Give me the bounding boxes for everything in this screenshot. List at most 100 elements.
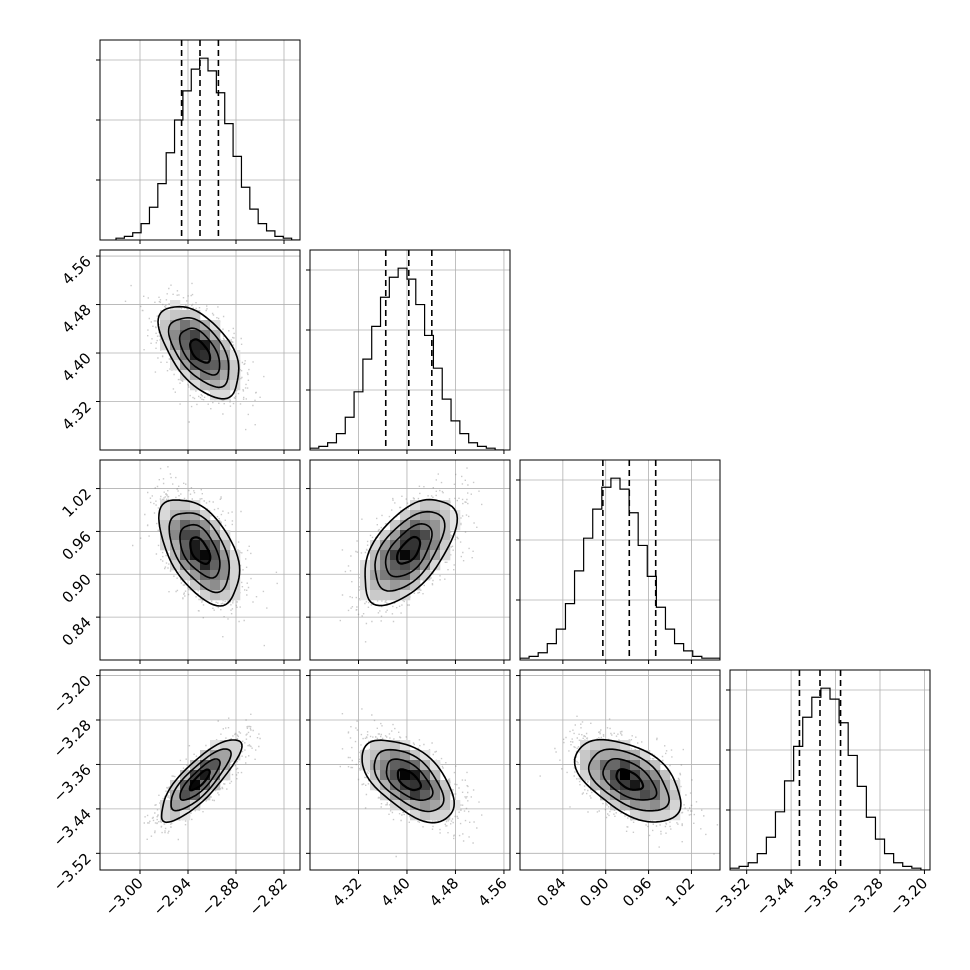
density-cell <box>220 740 231 751</box>
density-cell <box>660 770 671 781</box>
density-cell <box>210 390 221 401</box>
density-cell <box>620 760 631 771</box>
density-cell <box>230 370 241 381</box>
density-cell <box>430 520 441 531</box>
density-cell <box>400 580 411 591</box>
density-cell <box>390 530 401 541</box>
density-cell <box>170 320 181 331</box>
density-cell <box>400 510 411 521</box>
density-cell <box>160 520 171 531</box>
histogram-step-0 <box>115 57 300 240</box>
density-cell <box>380 530 391 541</box>
density-cell <box>180 540 191 551</box>
contour-line <box>396 768 422 792</box>
density-cell <box>420 780 431 791</box>
density-cell <box>380 570 391 581</box>
joint-panel-2-3: 0.84 0.90 0.96 1.02 <box>516 669 721 910</box>
density-cell <box>160 800 171 811</box>
density-cell <box>590 780 601 791</box>
density-cell <box>190 800 201 811</box>
density-cell <box>610 740 621 751</box>
density-cell <box>210 340 221 351</box>
density-cell <box>230 380 241 391</box>
density-cell <box>420 560 431 571</box>
density-cell <box>620 770 631 781</box>
density-cell <box>410 530 421 541</box>
joint-panel-0-2: 0.84 0.90 0.96 1.02 <box>58 459 301 664</box>
density-cell <box>580 740 591 751</box>
density-cell <box>170 810 181 821</box>
density-cell <box>200 560 211 571</box>
y-tick-label: 4.56 <box>58 252 94 288</box>
density-cell <box>180 360 191 371</box>
density-cell <box>420 530 431 541</box>
density-cell <box>190 320 201 331</box>
density-cell <box>180 510 191 521</box>
density-cell <box>640 760 651 771</box>
density-cell <box>200 590 211 601</box>
density-cell <box>220 340 231 351</box>
density-cell <box>210 360 221 371</box>
joint-panel-1-3: 4.32 4.40 4.48 4.56 <box>306 669 511 910</box>
contour-line <box>615 768 645 791</box>
density-cell <box>190 770 201 781</box>
density-cell <box>610 780 621 791</box>
density-cell <box>420 540 431 551</box>
y-tick-label: −3.20 <box>50 672 95 717</box>
density-cell <box>450 520 461 531</box>
contour-line <box>179 758 221 802</box>
histogram-frame-1 <box>309 249 511 451</box>
density-cell <box>660 800 671 811</box>
density-cell <box>650 760 661 771</box>
density-cell <box>390 590 401 601</box>
density-cell <box>640 810 651 821</box>
histogram-panel-0 <box>96 39 301 244</box>
density-cell <box>180 800 191 811</box>
contour-line <box>168 512 231 594</box>
density-cell <box>630 780 641 791</box>
density-cell <box>380 750 391 761</box>
density-cell <box>380 550 391 561</box>
density-cell <box>360 760 371 771</box>
density-cell <box>430 530 441 541</box>
contour-line <box>573 738 682 823</box>
joint-content <box>138 713 261 854</box>
density-cell <box>200 380 211 391</box>
density-cell <box>370 780 381 791</box>
y-tick-label: 0.90 <box>58 570 94 606</box>
density-cell <box>360 590 371 601</box>
density-cell <box>200 790 211 801</box>
density-cell <box>420 790 431 801</box>
density-cell <box>170 500 181 511</box>
density-cell <box>190 530 201 541</box>
density-cell <box>380 780 391 791</box>
x-tick-label: 0.84 <box>533 874 569 910</box>
density-cell <box>230 740 241 751</box>
contour-line <box>157 499 241 607</box>
density-cell <box>160 320 171 331</box>
density-cell <box>200 530 211 541</box>
joint-content <box>539 715 719 855</box>
density-cell <box>360 750 371 761</box>
density-cell <box>190 360 201 371</box>
density-cell <box>630 800 641 811</box>
density-cell <box>200 370 211 381</box>
x-tick-label: 4.40 <box>377 874 413 910</box>
density-cell <box>220 560 231 571</box>
density-cell <box>390 780 401 791</box>
density-cell <box>180 520 191 531</box>
density-cell <box>410 750 421 761</box>
joint-content <box>339 467 483 643</box>
density-cell <box>420 750 431 761</box>
histogram-panel-1 <box>306 249 511 454</box>
density-cell <box>630 790 641 801</box>
histogram-panel-3: −3.52 −3.44 −3.36 −3.28 −3.20 <box>708 669 931 919</box>
density-cell <box>400 740 411 751</box>
density-cell <box>170 530 181 541</box>
density-cell <box>220 390 231 401</box>
density-cell <box>400 800 411 811</box>
histogram-frame-0 <box>99 39 301 241</box>
density-cell <box>660 790 671 801</box>
histogram-frame-2 <box>519 459 721 661</box>
